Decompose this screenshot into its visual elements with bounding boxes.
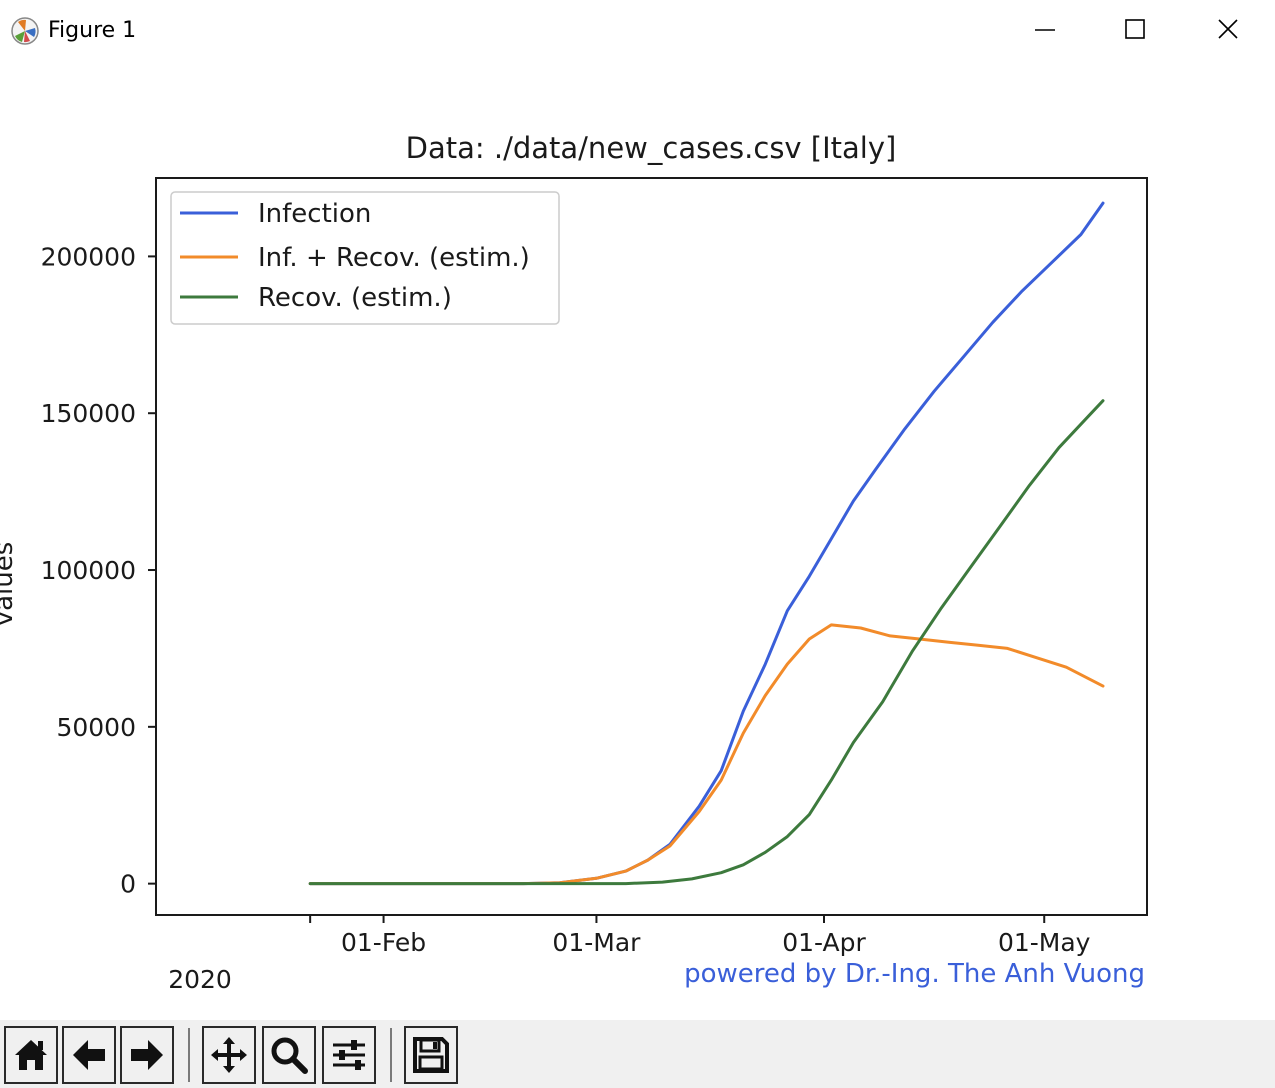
figure-canvas: Data: ./data/new_cases.csv [Italy] value… xyxy=(0,64,1275,1020)
zoom-button[interactable] xyxy=(262,1026,316,1084)
y-axis-ticks: 0 50000 100000 150000 200000 xyxy=(41,242,156,899)
move-icon xyxy=(211,1037,247,1073)
legend: Infection Inf. + Recov. (estim.) Recov. (e… xyxy=(170,191,560,325)
x-tick-label: 01-Feb xyxy=(341,928,426,957)
y-tick-label: 50000 xyxy=(56,713,136,742)
sliders-icon xyxy=(333,1040,365,1070)
legend-items: Infection Inf. + Recov. (estim.) Recov. (e… xyxy=(180,199,530,313)
magnifier-icon xyxy=(271,1037,308,1074)
x-tick-label: 01-May xyxy=(998,928,1091,957)
plot-frame xyxy=(155,177,1148,916)
arrow-right-icon xyxy=(131,1040,163,1070)
legend-label: Inf. + Recov. (estim.) xyxy=(258,243,530,273)
pan-button[interactable] xyxy=(202,1026,256,1084)
credit-annotation: powered by Dr.-Ing. The Anh Vuong xyxy=(684,959,1145,989)
close-icon[interactable] xyxy=(1205,8,1251,52)
series-line-3 xyxy=(308,399,1105,886)
subplots-button[interactable] xyxy=(322,1026,376,1084)
y-axis-label: values xyxy=(0,542,19,627)
chart-series xyxy=(308,201,1105,886)
matplotlib-icon xyxy=(11,17,39,45)
floppy-disk-icon xyxy=(413,1037,449,1073)
series-line-2 xyxy=(308,623,1105,886)
x-tick-label: 01-Apr xyxy=(782,928,866,957)
toolbar-separator xyxy=(390,1028,392,1082)
y-tick-label: 150000 xyxy=(41,399,136,428)
maximize-icon[interactable] xyxy=(1112,8,1158,52)
legend-box xyxy=(170,191,560,325)
arrow-left-icon xyxy=(73,1040,105,1070)
y-tick-label: 100000 xyxy=(41,556,136,585)
x-axis-offset-label: 2020 xyxy=(168,965,232,994)
window-title: Figure 1 xyxy=(48,18,137,43)
y-tick-label: 200000 xyxy=(41,242,136,271)
chart-title: Data: ./data/new_cases.csv [Italy] xyxy=(406,131,897,165)
minimize-icon[interactable] xyxy=(1022,8,1068,52)
back-button[interactable] xyxy=(62,1026,116,1084)
line-chart: Data: ./data/new_cases.csv [Italy] value… xyxy=(0,131,1148,994)
x-axis-ticks: 01-Feb 01-Mar 01-Apr 01-May xyxy=(309,915,1091,957)
legend-label: Recov. (estim.) xyxy=(258,283,452,313)
legend-label: Infection xyxy=(258,199,371,229)
y-tick-label: 0 xyxy=(120,870,136,899)
home-icon xyxy=(15,1040,47,1070)
toolbar-separator xyxy=(188,1028,190,1082)
window-titlebar: Figure 1 xyxy=(0,0,1275,64)
forward-button[interactable] xyxy=(120,1026,174,1084)
navigation-toolbar xyxy=(0,1020,1275,1088)
x-tick-label: 01-Mar xyxy=(552,928,641,957)
home-button[interactable] xyxy=(4,1026,58,1084)
save-button[interactable] xyxy=(404,1026,458,1084)
